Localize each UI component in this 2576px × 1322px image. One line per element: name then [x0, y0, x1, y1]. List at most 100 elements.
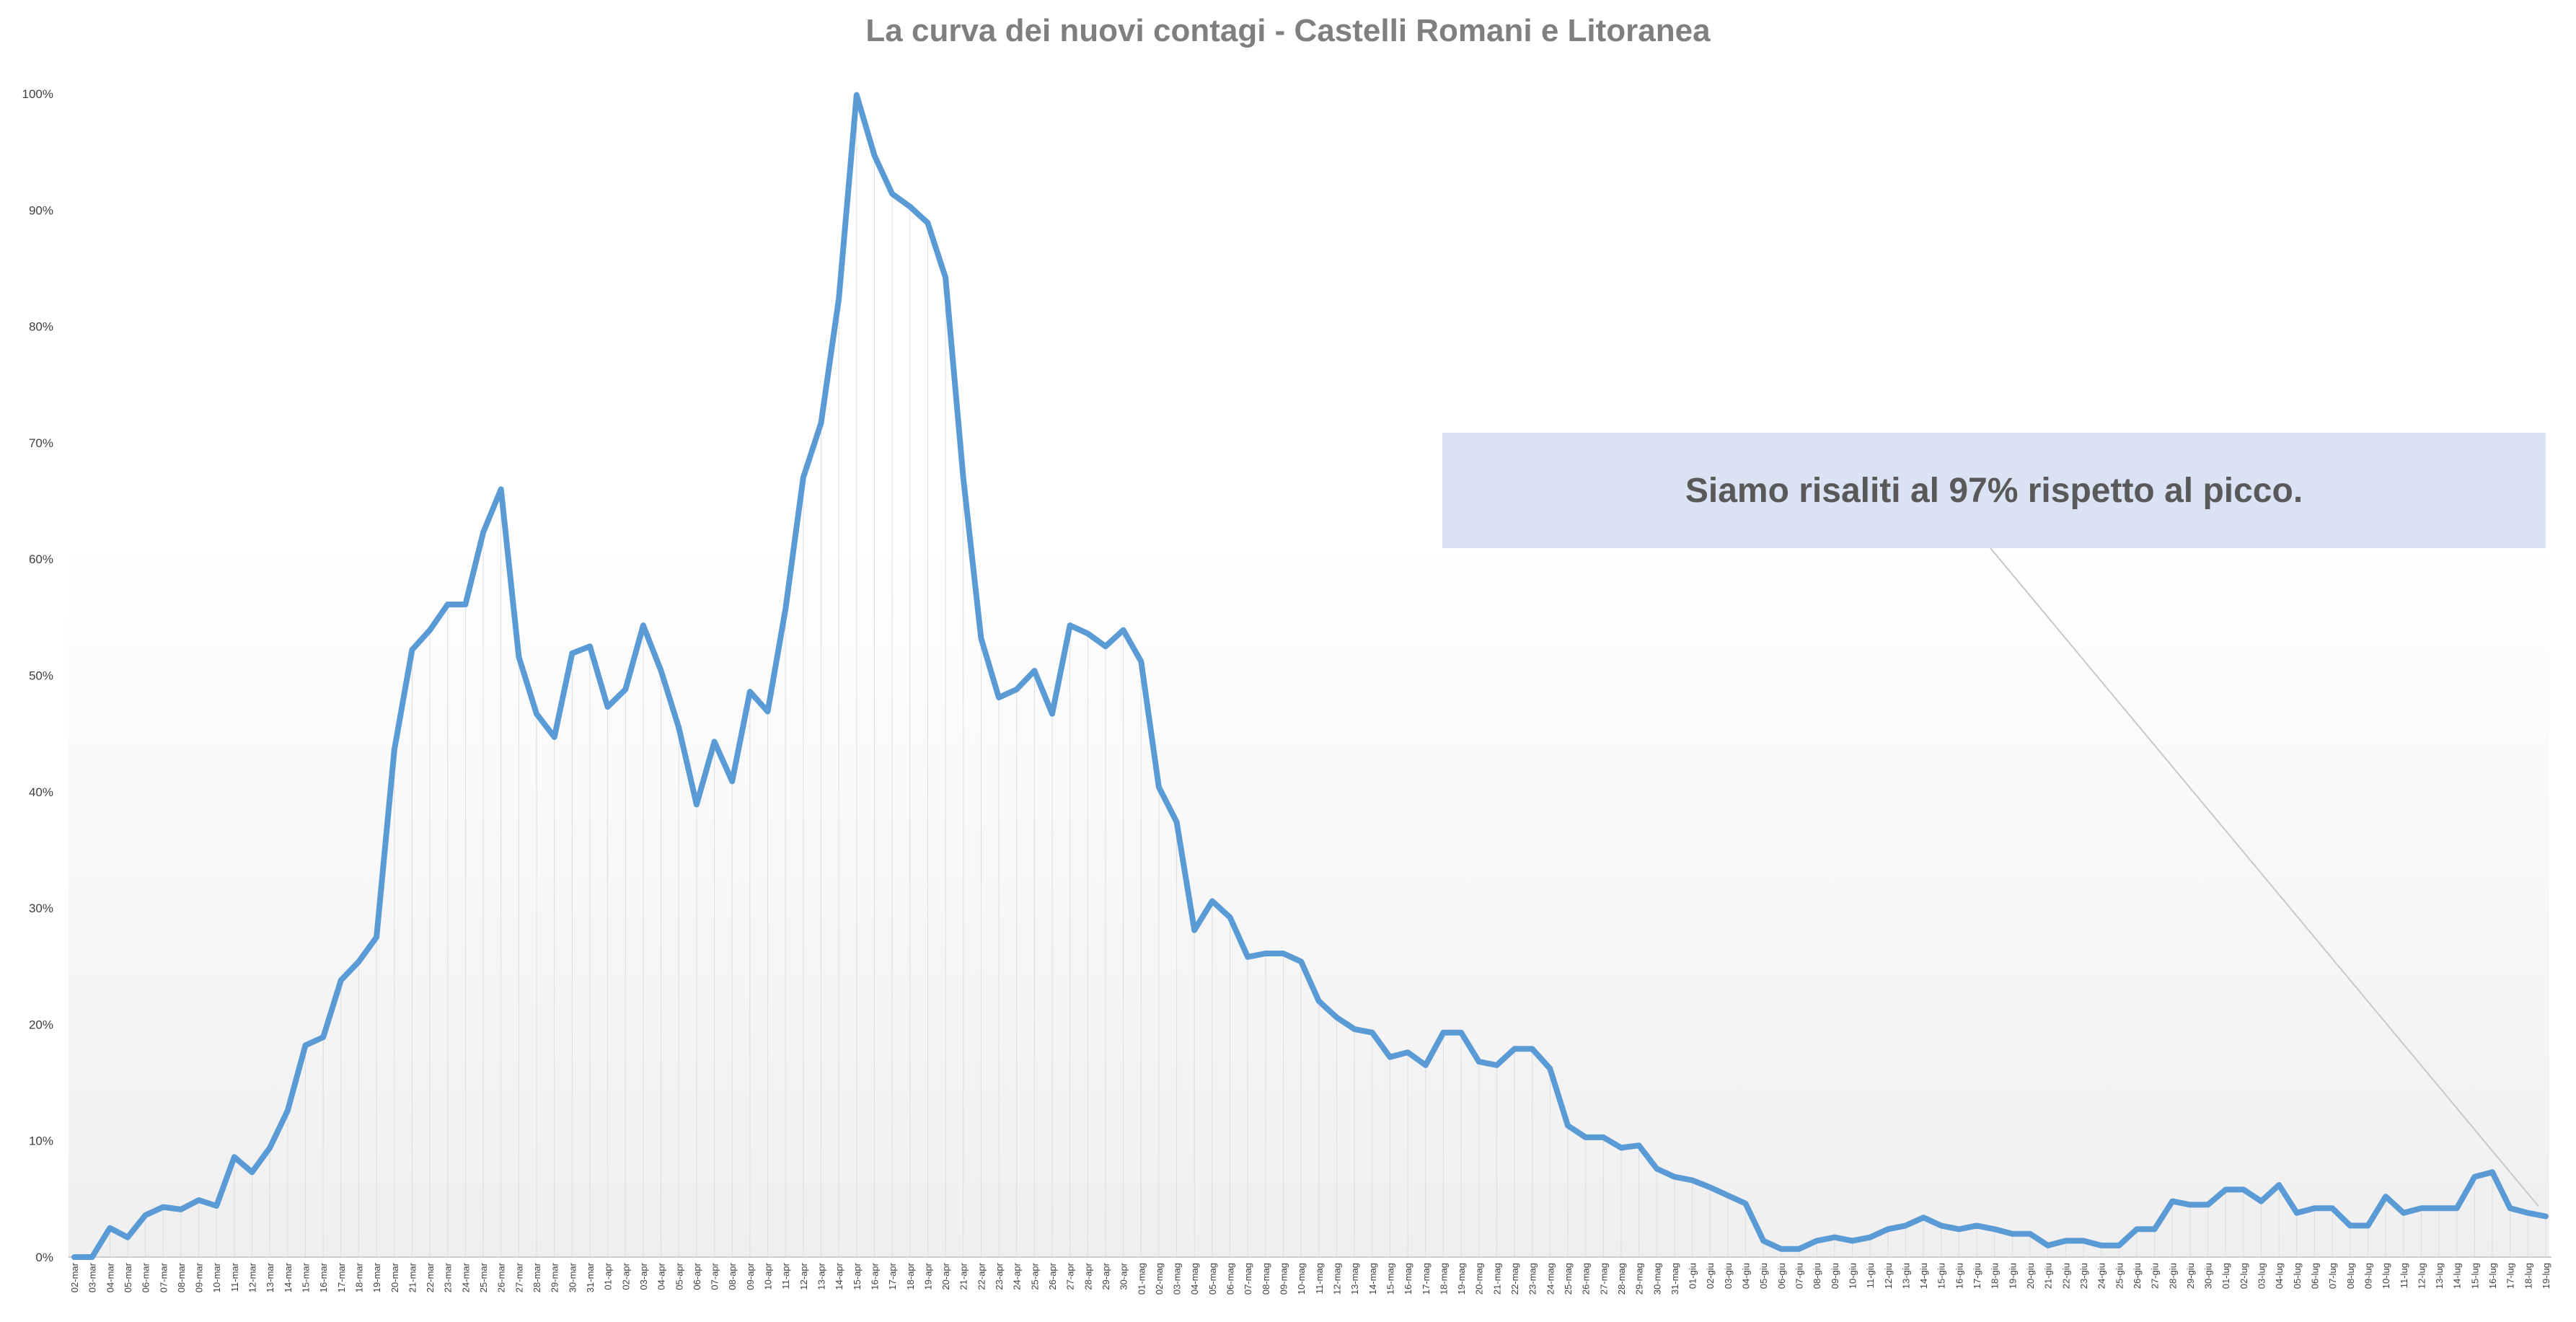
x-tick-label: 18-mar: [353, 1262, 364, 1292]
x-tick-label: 24-mag: [1545, 1263, 1556, 1295]
x-tick-label: 07-giu: [1794, 1263, 1805, 1289]
y-tick-label: 100%: [22, 87, 53, 101]
x-tick-label: 01-apr: [603, 1262, 614, 1290]
x-tick-label: 13-mag: [1349, 1263, 1360, 1295]
x-tick-label: 10-giu: [1847, 1263, 1858, 1289]
x-tick-label: 07-lug: [2327, 1263, 2338, 1289]
y-axis: 0% 10% 20% 30% 40% 50% 60% 70% 80% 90% 100%: [22, 87, 53, 1264]
x-tick-label: 12-mag: [1331, 1263, 1342, 1295]
series-line: [71, 92, 2549, 1260]
x-tick-label: 15-mag: [1385, 1263, 1395, 1295]
x-tick-label: 02-mag: [1154, 1263, 1165, 1295]
x-tick-label: 09-mar: [194, 1262, 205, 1292]
x-tick-label: 19-mar: [371, 1262, 382, 1292]
x-tick-label: 13-mar: [265, 1262, 275, 1292]
x-tick-label: 08-giu: [1812, 1263, 1822, 1289]
x-tick-label: 02-apr: [620, 1262, 631, 1290]
x-tick-label: 11-giu: [1865, 1263, 1876, 1288]
x-tick-label: 02-giu: [1705, 1263, 1716, 1289]
x-tick-label: 29-giu: [2185, 1263, 2196, 1289]
x-tick-label: 09-giu: [1830, 1263, 1840, 1289]
x-tick-label: 26-giu: [2132, 1263, 2143, 1289]
callout-box: Siamo risaliti al 97% rispetto al picco.: [1442, 433, 2546, 548]
x-tick-label: 20-mag: [1474, 1263, 1485, 1295]
x-tick-label: 06-mar: [141, 1262, 151, 1292]
x-tick-label: 18-mag: [1438, 1263, 1449, 1295]
x-tick-label: 28-mar: [531, 1262, 542, 1292]
x-tick-label: 08-mar: [176, 1262, 187, 1292]
x-tick-label: 11-mag: [1314, 1263, 1325, 1294]
x-tick-label: 24-giu: [2096, 1263, 2107, 1289]
x-tick-label: 23-giu: [2078, 1263, 2089, 1289]
x-tick-label: 19-apr: [922, 1262, 933, 1290]
x-tick-label: 12-mar: [247, 1262, 258, 1292]
x-tick-label: 15-mar: [301, 1262, 312, 1292]
x-tick-label: 03-giu: [1723, 1263, 1734, 1289]
x-tick-label: 17-lug: [2505, 1263, 2516, 1289]
x-tick-label: 14-lug: [2452, 1263, 2463, 1289]
y-tick-label: 30%: [29, 902, 53, 915]
x-axis: 02-mar 03-mar 04-mar 05-mar 06-mar 07-mar 08-m…: [69, 1256, 2551, 1295]
x-tick-label: 24-apr: [1012, 1262, 1023, 1290]
x-tick-label: 19-mag: [1456, 1263, 1467, 1295]
x-tick-label: 13-lug: [2434, 1263, 2445, 1289]
x-tick-label: 20-mar: [389, 1262, 400, 1292]
x-tick-label: 09-apr: [745, 1262, 756, 1290]
x-tick-label: 28-mag: [1616, 1263, 1627, 1295]
x-tick-label: 04-mar: [105, 1262, 115, 1292]
x-tick-label: 14-mag: [1367, 1263, 1378, 1295]
y-tick-label: 70%: [29, 436, 53, 450]
x-tick-label: 30-apr: [1119, 1262, 1129, 1290]
x-tick-label: 11-mar: [229, 1262, 240, 1292]
x-tick-label: 06-apr: [692, 1262, 702, 1290]
x-tick-label: 20-apr: [940, 1262, 951, 1290]
x-tick-label: 27-mag: [1598, 1263, 1609, 1295]
x-tick-label: 11-apr: [780, 1262, 791, 1289]
x-tick-label: 17-giu: [1972, 1263, 1982, 1289]
x-tick-label: 10-lug: [2381, 1263, 2391, 1289]
x-tick-label: 23-apr: [994, 1262, 1005, 1290]
x-tick-label: 22-giu: [2060, 1263, 2071, 1289]
x-tick-label: 07-apr: [710, 1262, 720, 1290]
x-tick-label: 22-apr: [976, 1262, 987, 1290]
x-tick-label: 06-giu: [1776, 1263, 1787, 1289]
x-tick-label: 16-giu: [1954, 1263, 1964, 1289]
y-tick-label: 0%: [35, 1251, 53, 1264]
x-tick-label: 30-mag: [1651, 1263, 1662, 1295]
x-tick-label: 21-apr: [958, 1262, 969, 1290]
x-tick-label: 31-mag: [1669, 1263, 1680, 1295]
x-tick-label: 16-mar: [318, 1262, 329, 1292]
x-tick-label: 16-mag: [1403, 1263, 1413, 1295]
x-tick-label: 09-mag: [1279, 1263, 1289, 1295]
x-tick-label: 29-apr: [1100, 1262, 1111, 1290]
x-tick-label: 25-mar: [478, 1262, 489, 1292]
x-tick-label: 21-mar: [407, 1262, 418, 1292]
y-tick-label: 80%: [29, 320, 53, 334]
x-tick-label: 19-lug: [2541, 1263, 2551, 1289]
x-tick-label: 14-giu: [1918, 1263, 1929, 1289]
x-tick-label: 21-giu: [2043, 1263, 2054, 1289]
series-layer: [71, 92, 2549, 1260]
x-tick-label: 07-mag: [1243, 1263, 1253, 1295]
x-tick-label: 03-apr: [638, 1262, 649, 1290]
x-tick-label: 07-mar: [158, 1262, 169, 1292]
x-tick-label: 20-giu: [2025, 1263, 2036, 1289]
x-tick-label: 30-mar: [567, 1262, 578, 1292]
x-tick-label: 10-mar: [211, 1262, 222, 1292]
x-tick-label: 05-lug: [2292, 1263, 2303, 1289]
x-tick-label: 06-lug: [2309, 1263, 2320, 1289]
y-tick-label: 40%: [29, 785, 53, 799]
callout-leader: [1990, 547, 2539, 1207]
x-tick-label: 28-giu: [2167, 1263, 2178, 1289]
callout-leader-line: [1990, 547, 2539, 1207]
x-tick-label: 22-mag: [1509, 1263, 1520, 1295]
x-tick-label: 08-mag: [1261, 1263, 1271, 1295]
y-tick-label: 20%: [29, 1018, 53, 1031]
x-tick-label: 01-lug: [2220, 1263, 2231, 1289]
vertical-gridlines: [109, 94, 2546, 1257]
x-tick-label: 23-mar: [443, 1262, 454, 1292]
x-tick-label: 10-mag: [1296, 1263, 1307, 1295]
x-tick-label: 17-mar: [336, 1262, 347, 1292]
x-tick-label: 19-giu: [2007, 1263, 2018, 1289]
x-tick-label: 01-mag: [1136, 1263, 1147, 1295]
